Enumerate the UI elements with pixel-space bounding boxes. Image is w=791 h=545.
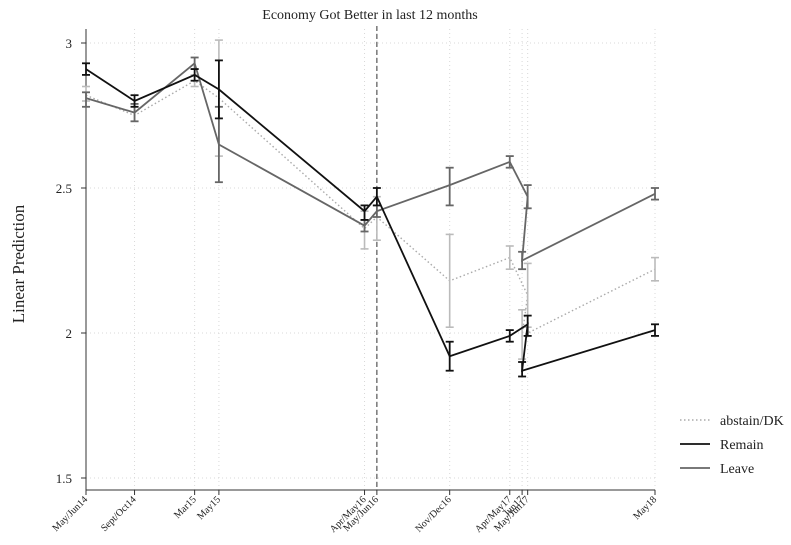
series-remain bbox=[82, 59, 659, 378]
series-line-leave bbox=[85, 61, 656, 263]
x-tick-label: Sept/Oct14 bbox=[99, 494, 139, 534]
x-tick-label: Nov/Dec16 bbox=[413, 494, 453, 534]
series-leave bbox=[82, 56, 659, 271]
legend-label: Leave bbox=[720, 462, 754, 477]
series-group bbox=[82, 39, 659, 378]
y-tick-label: 2 bbox=[66, 326, 73, 341]
legend-label: Remain bbox=[720, 438, 764, 453]
y-ticks: 1.5 2 2.5 3 bbox=[56, 36, 86, 486]
series-abstain-dk bbox=[82, 39, 659, 360]
grid bbox=[85, 29, 656, 490]
chart-title: Economy Got Better in last 12 months bbox=[262, 8, 477, 23]
x-tick-label: May15 bbox=[195, 494, 223, 522]
x-tick-label: May18 bbox=[631, 494, 659, 522]
y-tick-label: 2.5 bbox=[56, 181, 72, 196]
series-line-abstain-dk bbox=[85, 79, 656, 338]
x-tick-label: May/Jun14 bbox=[51, 494, 91, 534]
legend: abstain/DK Remain Leave bbox=[680, 414, 784, 477]
y-tick-label: 1.5 bbox=[56, 471, 72, 486]
y-axis-label: Linear Prediction bbox=[9, 204, 28, 323]
axes bbox=[85, 29, 655, 491]
legend-label: abstain/DK bbox=[720, 414, 784, 429]
y-tick-label: 3 bbox=[66, 36, 73, 51]
x-tick-label: Mar15 bbox=[172, 494, 199, 521]
